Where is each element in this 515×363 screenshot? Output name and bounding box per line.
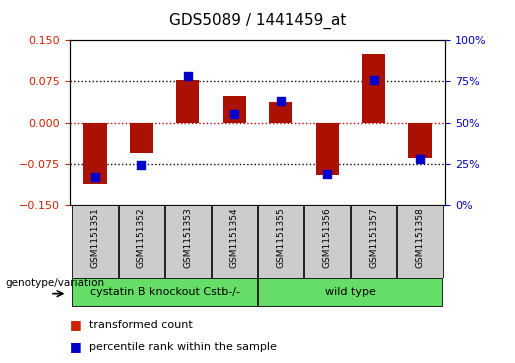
Text: genotype/variation: genotype/variation [5,278,104,288]
Bar [119,205,164,278]
Text: GSM1151358: GSM1151358 [416,207,424,268]
Point [416,156,424,162]
Bar [72,278,257,306]
Bar [258,278,442,306]
Point [184,73,192,79]
Text: GSM1151356: GSM1151356 [322,207,332,268]
Point [323,171,331,177]
Bar [212,205,257,278]
Text: GSM1151355: GSM1151355 [276,207,285,268]
Text: ■: ■ [70,340,81,353]
Bar [130,122,153,153]
Bar [258,205,303,278]
Text: GSM1151357: GSM1151357 [369,207,378,268]
Bar [72,205,118,278]
Bar [316,122,339,175]
Bar [351,205,396,278]
Text: transformed count: transformed count [89,320,193,330]
Text: percentile rank within the sample: percentile rank within the sample [89,342,277,352]
Text: GSM1151353: GSM1151353 [183,207,193,268]
Text: GSM1151354: GSM1151354 [230,207,239,268]
Bar [83,122,107,184]
Bar [304,205,350,278]
Point [230,111,238,117]
Bar [408,122,432,158]
Point [91,174,99,180]
Point [277,98,285,104]
Text: ■: ■ [70,318,81,331]
Bar [362,54,385,122]
Bar [176,79,199,122]
Bar [397,205,443,278]
Bar [269,102,293,122]
Text: cystatin B knockout Cstb-/-: cystatin B knockout Cstb-/- [90,287,239,297]
Text: GDS5089 / 1441459_at: GDS5089 / 1441459_at [169,13,346,29]
Text: wild type: wild type [325,287,376,297]
Text: GSM1151352: GSM1151352 [137,207,146,268]
Bar [222,96,246,122]
Bar [165,205,211,278]
Point [369,77,377,82]
Text: GSM1151351: GSM1151351 [91,207,99,268]
Point [138,163,146,168]
